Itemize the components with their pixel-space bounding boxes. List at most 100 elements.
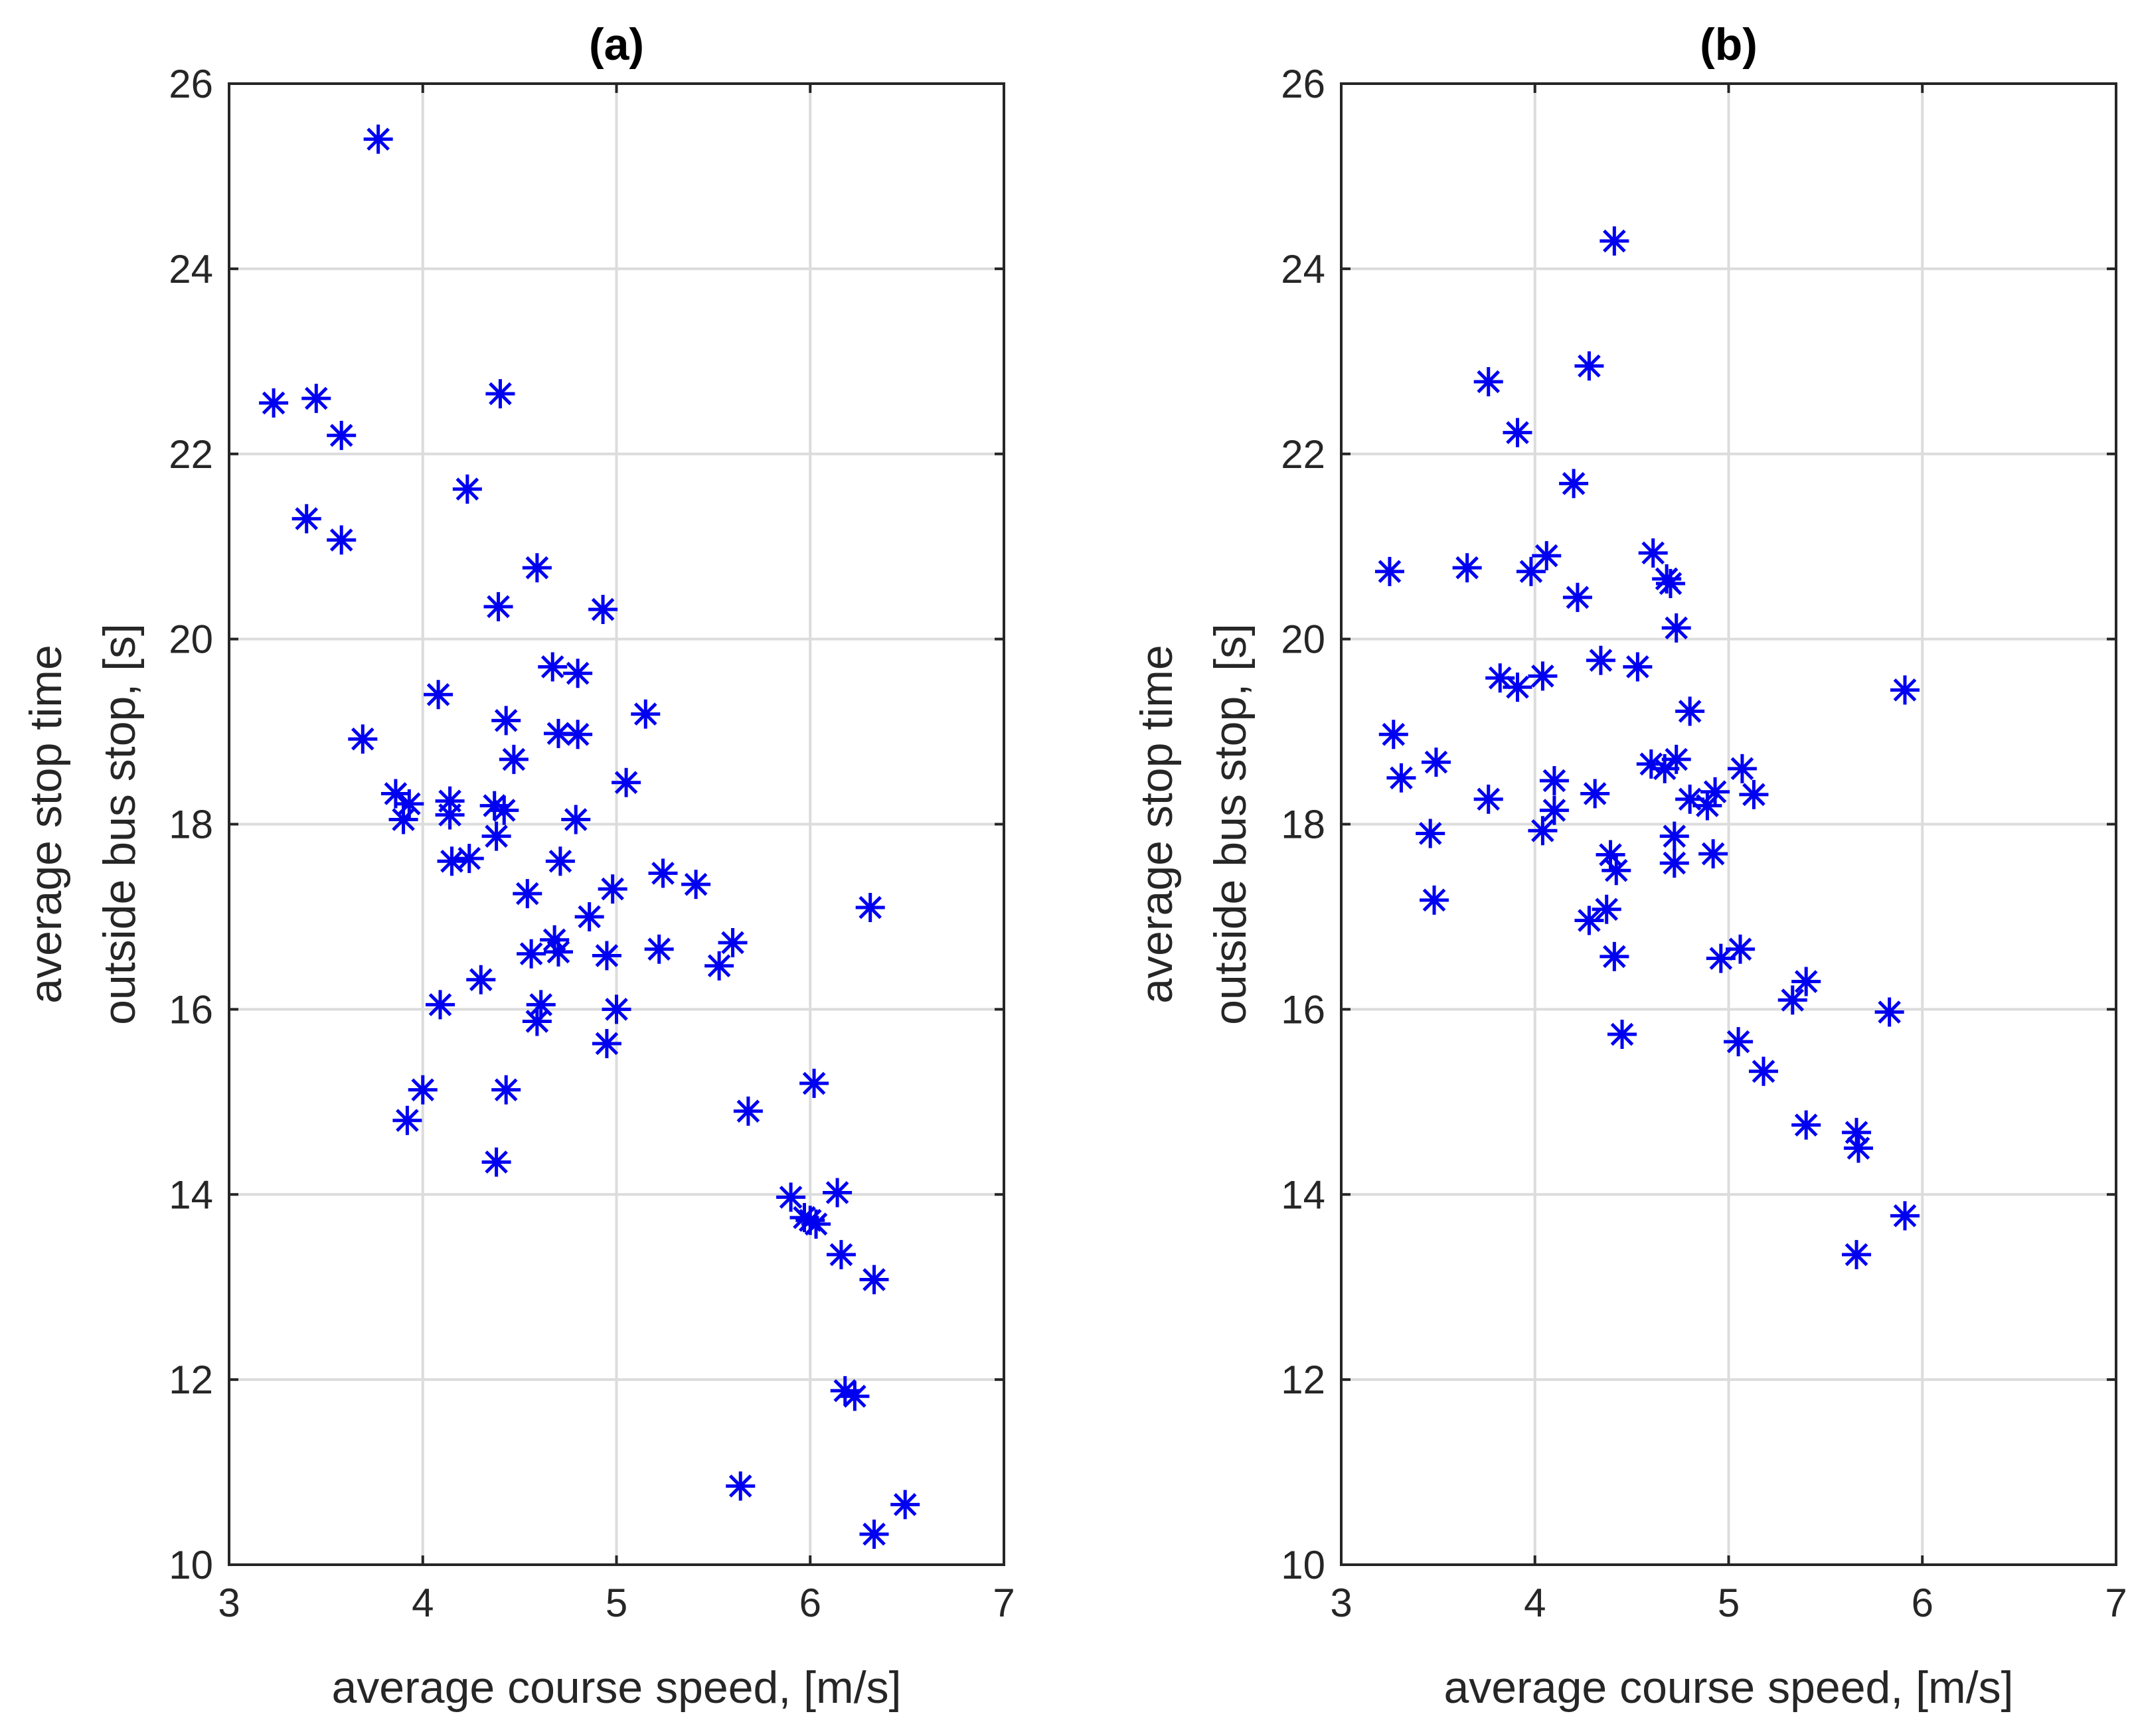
data-point-b-51 <box>1874 997 1904 1027</box>
y-tick-label-b-1: 12 <box>1281 1358 1325 1402</box>
data-point-a-28 <box>561 805 591 834</box>
data-point-b-37 <box>1528 816 1558 846</box>
data-point-b-57 <box>1843 1133 1873 1163</box>
data-point-b-0 <box>1599 226 1629 256</box>
data-point-b-38 <box>1659 821 1689 851</box>
data-point-b-45 <box>1592 894 1621 924</box>
data-point-a-62 <box>795 1206 825 1235</box>
data-point-b-1 <box>1473 366 1503 396</box>
data-point-b-30 <box>1473 784 1503 814</box>
data-point-a-67 <box>726 1471 756 1501</box>
data-point-b-44 <box>1574 906 1604 935</box>
y-axis-label-a-line-2: outside bus stop, [s] <box>94 623 145 1025</box>
data-point-a-57 <box>481 1147 511 1177</box>
data-point-a-7 <box>452 474 482 504</box>
data-point-b-22 <box>1386 763 1416 793</box>
data-point-b-21 <box>1378 720 1408 750</box>
x-tick-label-b-0: 3 <box>1330 1581 1352 1625</box>
y-tick-label-a-2: 14 <box>169 1172 213 1217</box>
data-point-a-0 <box>363 124 393 154</box>
y-tick-label-a-1: 12 <box>169 1358 213 1402</box>
data-point-b-20 <box>1890 675 1920 705</box>
data-point-a-36 <box>598 874 627 904</box>
data-point-a-2 <box>301 384 331 414</box>
data-point-b-23 <box>1421 748 1451 777</box>
data-point-b-15 <box>1503 672 1532 702</box>
data-point-a-69 <box>859 1519 889 1549</box>
data-point-a-49 <box>602 994 631 1024</box>
data-point-b-55 <box>1791 1110 1821 1140</box>
data-point-a-25 <box>489 795 519 825</box>
y-axis-label-a-line-1: average stop time <box>21 645 71 1004</box>
data-point-a-55 <box>392 1105 422 1135</box>
data-point-a-5 <box>291 504 321 534</box>
data-point-a-35 <box>513 879 542 909</box>
data-point-a-42 <box>543 937 573 967</box>
data-point-a-34 <box>681 870 711 900</box>
data-point-a-51 <box>592 1028 621 1058</box>
data-point-a-20 <box>612 767 641 797</box>
y-tick-label-a-6: 22 <box>169 432 213 477</box>
data-point-a-38 <box>574 902 604 931</box>
y-tick-label-b-0: 10 <box>1281 1543 1325 1587</box>
data-point-b-58 <box>1890 1201 1920 1231</box>
data-point-b-31 <box>1539 795 1569 825</box>
data-point-a-9 <box>483 592 513 621</box>
scatter-panel-a: 3 4 5 6 7 10 12 14 16 18 20 22 24 26 (a) average course… <box>21 19 1015 1713</box>
chart-title-a: (a) <box>589 19 644 70</box>
data-point-a-41 <box>517 939 546 969</box>
x-tick-label-a-3: 6 <box>799 1581 821 1625</box>
data-point-b-13 <box>1661 613 1691 643</box>
y-tick-label-b-4: 18 <box>1281 803 1325 847</box>
data-point-a-16 <box>348 724 378 754</box>
data-point-b-16 <box>1528 661 1558 691</box>
data-point-a-32 <box>545 846 575 876</box>
y-tick-label-a-8: 26 <box>169 62 213 106</box>
x-tick-label-b-4: 7 <box>2105 1581 2127 1625</box>
data-point-a-12 <box>563 659 593 688</box>
y-tick-label-b-3: 16 <box>1281 987 1325 1032</box>
data-point-a-27 <box>435 800 465 830</box>
y-tick-label-a-7: 24 <box>169 247 213 291</box>
x-tick-label-b-1: 4 <box>1524 1581 1546 1625</box>
y-tick-label-a-0: 10 <box>169 1543 213 1587</box>
data-point-b-36 <box>1416 819 1445 848</box>
x-axis-label-a: average course speed, [m/s] <box>331 1662 901 1713</box>
x-tick-label-a-2: 5 <box>606 1581 627 1625</box>
y-tick-label-b-7: 24 <box>1281 247 1325 291</box>
data-point-b-49 <box>1777 985 1807 1015</box>
data-point-b-52 <box>1607 1020 1637 1050</box>
data-point-a-13 <box>424 680 453 710</box>
data-point-b-12 <box>1655 568 1685 598</box>
y-tick-label-b-6: 22 <box>1281 432 1325 477</box>
data-point-a-47 <box>426 990 455 1020</box>
data-point-a-59 <box>823 1178 853 1208</box>
data-point-b-8 <box>1532 541 1562 571</box>
data-point-b-25 <box>1580 779 1610 809</box>
data-point-a-33 <box>648 858 678 888</box>
data-point-b-34 <box>1700 777 1730 807</box>
scatter-panel-b: 3 4 5 6 7 10 12 14 16 18 20 22 24 26 (b) average course… <box>1131 19 2127 1713</box>
x-tick-label-b-3: 6 <box>1912 1581 1933 1625</box>
data-point-b-10 <box>1638 538 1668 568</box>
data-point-b-5 <box>1374 556 1404 586</box>
data-point-b-3 <box>1503 418 1532 447</box>
data-point-b-18 <box>1623 652 1653 682</box>
data-point-b-24 <box>1539 765 1569 795</box>
x-axis-label-b: average course speed, [m/s] <box>1443 1662 2013 1713</box>
data-point-b-17 <box>1586 645 1615 675</box>
data-point-a-31 <box>454 844 484 874</box>
data-point-a-15 <box>491 706 521 736</box>
data-point-a-50 <box>522 1006 552 1036</box>
data-point-a-45 <box>704 951 734 981</box>
y-tick-label-b-5: 20 <box>1281 617 1325 662</box>
data-point-a-11 <box>538 652 568 682</box>
data-point-a-3 <box>327 420 357 450</box>
data-point-b-54 <box>1749 1056 1779 1086</box>
data-point-a-43 <box>592 941 621 971</box>
data-point-b-4 <box>1559 469 1589 499</box>
data-point-b-41 <box>1659 848 1689 878</box>
data-point-a-8 <box>522 553 552 583</box>
